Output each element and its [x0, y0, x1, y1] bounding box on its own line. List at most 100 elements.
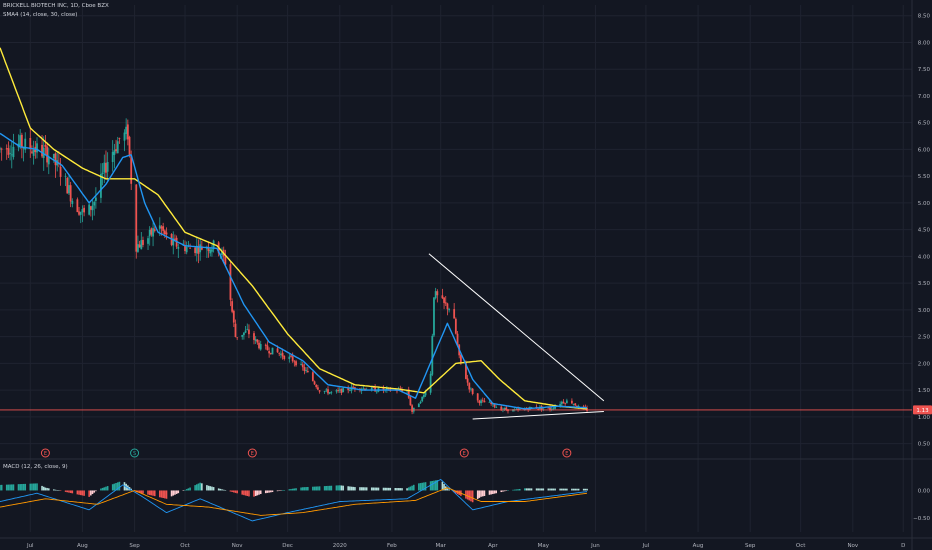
macd-histogram-bar [542, 488, 545, 491]
macd-histogram-bar [572, 488, 575, 491]
candle-body [126, 124, 129, 140]
macd-histogram-bar [372, 487, 375, 491]
candle-body [130, 155, 133, 184]
candle-body [20, 134, 23, 148]
candle-body [140, 240, 143, 250]
macd-histogram-bar [305, 487, 307, 491]
time-axis-label: Jun [590, 543, 600, 549]
macd-histogram-bar [81, 490, 84, 496]
candle-body [301, 364, 304, 368]
macd-histogram-bar [337, 485, 339, 491]
macd-histogram-bar [492, 490, 494, 495]
macd-histogram-bar [88, 490, 90, 497]
macd-histogram-bar [7, 484, 10, 491]
macd-histogram-bar [335, 485, 338, 491]
candle-body [253, 333, 255, 340]
candle-body [76, 199, 79, 213]
macd-histogram-bar [559, 488, 561, 491]
macd-histogram-bar [387, 487, 390, 491]
candle-body [256, 339, 259, 343]
candle-body [315, 384, 318, 388]
macd-histogram-bar [69, 490, 72, 493]
macd-histogram-bar [453, 490, 455, 493]
candle-body [241, 334, 244, 337]
macd-histogram-bar [142, 490, 144, 494]
price-axis-tick-label: 8.00 [918, 40, 931, 46]
candle-body [194, 247, 197, 254]
candle-body [101, 172, 104, 174]
macd-histogram-bar [44, 487, 47, 491]
price-axis-tick-label: 5.50 [918, 174, 931, 180]
macd-histogram-bar [524, 488, 526, 491]
candle-body [456, 333, 459, 345]
macd-histogram-bar [196, 484, 198, 491]
macd-histogram-bar [254, 490, 257, 497]
macd-histogram-bar [283, 490, 286, 491]
time-axis-label: D [901, 543, 905, 549]
earnings-marker-label: E [44, 451, 47, 457]
macd-histogram-bar [258, 490, 260, 495]
candles-group [0, 118, 588, 415]
macd-histogram-bar [291, 488, 294, 491]
candle-body [205, 248, 208, 250]
candle-body [554, 406, 556, 409]
candle-body [160, 226, 163, 229]
macd-histogram-bar [264, 490, 267, 494]
macd-histogram-bar [384, 487, 386, 491]
candle-body [382, 388, 385, 391]
candle-body [105, 162, 107, 173]
macd-histogram-bar [71, 490, 74, 494]
price-axis-tick-label: 3.50 [918, 281, 931, 287]
candle-body [303, 367, 306, 372]
macd-histogram-bar [359, 487, 361, 491]
macd-histogram-bar [219, 488, 222, 491]
macd-histogram-bar [270, 490, 272, 493]
macd-histogram-bar [189, 487, 191, 491]
macd-histogram-bar [253, 490, 255, 497]
candle-body [293, 361, 296, 363]
macd-histogram-bar [244, 490, 247, 496]
candle-body [89, 206, 92, 210]
candle-body [116, 141, 119, 154]
sma-legend: SMA4 (14, close, 30, close) [3, 12, 78, 18]
macd-histogram-bar [22, 483, 25, 491]
macd-histogram-bar [493, 490, 496, 494]
macd-histogram-bar [211, 486, 213, 491]
candle-body [5, 148, 8, 150]
macd-histogram-bar [483, 490, 486, 496]
candle-body [165, 232, 168, 235]
candle-body [276, 348, 279, 353]
macd-histogram-bar [68, 490, 70, 493]
time-axis-label: Nov [232, 543, 243, 549]
macd-histogram-bar [256, 490, 259, 496]
macd-histogram-bar [150, 490, 153, 496]
candle-body [537, 408, 540, 410]
candle-body [93, 201, 96, 206]
time-axis-label: Oct [796, 543, 806, 549]
candle-body [254, 339, 257, 341]
price-axis-tick-label: 3.00 [918, 308, 931, 314]
macd-histogram-bar [478, 490, 481, 498]
candle-body [54, 153, 57, 166]
candle-body [288, 356, 291, 360]
earnings-marker-label: E [565, 451, 568, 457]
macd-histogram-bar [300, 487, 302, 491]
candle-body [32, 149, 35, 156]
candle-body [317, 387, 319, 390]
candle-body [318, 390, 321, 392]
candle-body [352, 386, 355, 388]
macd-histogram-bar [574, 488, 577, 491]
candle-body [148, 229, 151, 237]
candle-body [259, 344, 262, 350]
candle-body [290, 355, 292, 357]
candle-body [264, 344, 267, 346]
candle-body [471, 388, 474, 394]
macd-histogram-bar [480, 490, 482, 497]
candle-body [443, 297, 445, 303]
candle-body [512, 409, 514, 412]
candle-body [64, 175, 67, 177]
macd-histogram-bar [116, 482, 119, 491]
macd-histogram-bar [549, 488, 551, 491]
macd-histogram-bar [330, 485, 333, 491]
